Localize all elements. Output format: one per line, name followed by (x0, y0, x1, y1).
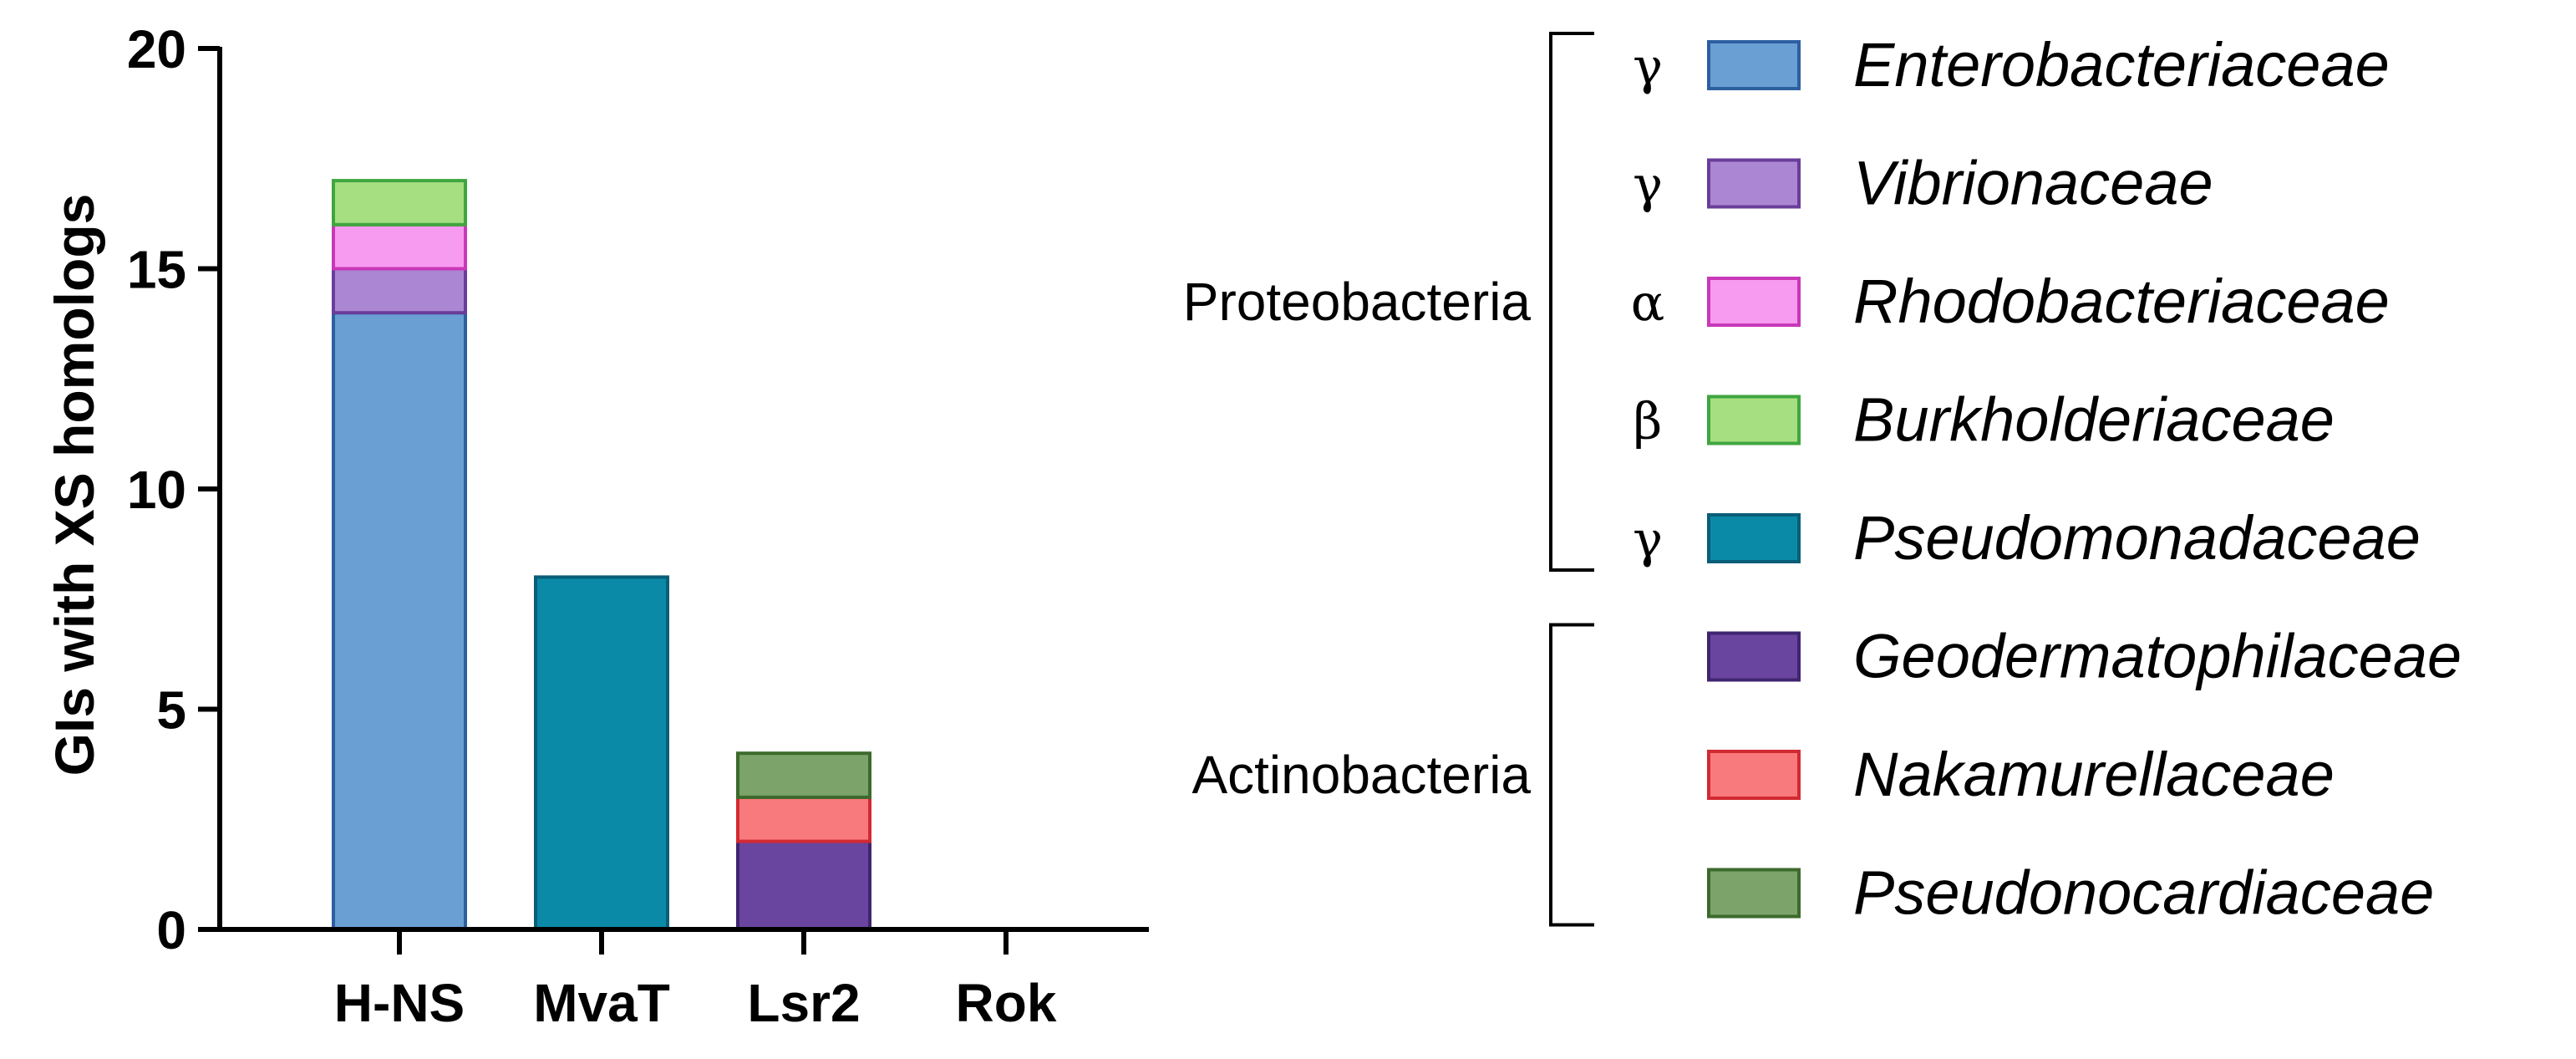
bar-lsr2-geodermatophilaceae (736, 839, 871, 931)
y-tick-label-20: 20 (127, 19, 186, 79)
legend-swatch-geodermatophilaceae (1707, 631, 1801, 682)
y-tick-label-5: 5 (156, 680, 186, 741)
y-tick-label-15: 15 (127, 240, 186, 300)
x-tick-label-rok: Rok (956, 973, 1057, 1033)
bar-layer (332, 179, 871, 932)
legend-class-enterobacteriaceae: γ (1633, 38, 1663, 96)
legend-swatch-burkholderiaceae (1707, 395, 1801, 445)
bracket-proteobacteria (1549, 32, 1594, 572)
bar-h-ns-rhodobacteriaceae (332, 222, 467, 271)
legend-swatch-rhodobacteriaceae (1707, 277, 1801, 327)
legend-label-rhodobacteriaceae: Rhodobacteriaceae (1853, 267, 2390, 336)
legend-class-vibrionaceae: γ (1633, 156, 1663, 215)
x-tick-label-lsr2: Lsr2 (747, 973, 860, 1033)
legend-class-burkholderiaceae: β (1633, 393, 1663, 451)
legend-swatch-pseudomonadaceae (1707, 513, 1801, 563)
x-tick-label-h-ns: H-NS (334, 973, 465, 1033)
bar-lsr2-pseudonocardiaceae (736, 751, 871, 799)
legend-class-rhodobacteriaceae: α (1631, 274, 1665, 333)
legend: Enterobacteriaceae γ Vibrionaceae γ Rhodobac… (1183, 30, 2462, 928)
legend-label-geodermatophilaceae: Geodermatophilaceae (1853, 622, 2462, 691)
group-label-proteobacteria: Proteobacteria (1183, 272, 1532, 332)
bar-h-ns-enterobacteriaceae (332, 311, 467, 931)
x-tick-label-mvat: MvaT (533, 973, 670, 1033)
legend-label-pseudomonadaceae: Pseudomonadaceae (1853, 503, 2421, 573)
axes: 0 5 10 15 20 H-NS MvaT Lsr2 Rok (127, 19, 1149, 1033)
bar-mvat-pseudomonadaceae (534, 575, 669, 932)
legend-label-enterobacteriaceae: Enterobacteriaceae (1853, 30, 2390, 99)
y-tick-label-0: 0 (156, 900, 186, 960)
legend-swatch-pseudonocardiaceae (1707, 868, 1801, 919)
bar-h-ns-burkholderiaceae (332, 179, 467, 227)
legend-label-vibrionaceae: Vibrionaceae (1853, 149, 2213, 218)
legend-label-burkholderiaceae: Burkholderiaceae (1853, 385, 2335, 455)
bar-h-ns-vibrionaceae (332, 267, 467, 315)
legend-swatch-vibrionaceae (1707, 158, 1801, 209)
legend-class-pseudomonadaceae: γ (1633, 511, 1663, 569)
bracket-actinobacteria (1549, 623, 1594, 927)
legend-label-pseudonocardiaceae: Pseudonocardiaceae (1853, 858, 2434, 928)
group-label-actinobacteria: Actinobacteria (1191, 745, 1531, 805)
y-axis-label: GIs with XS homologs (43, 194, 105, 776)
legend-label-nakamurellaceae: Nakamurellaceae (1853, 740, 2335, 809)
legend-swatch-nakamurellaceae (1707, 750, 1801, 800)
legend-swatch-enterobacteriaceae (1707, 40, 1801, 90)
y-tick-label-10: 10 (127, 460, 186, 520)
bar-lsr2-nakamurellaceae (736, 795, 871, 843)
